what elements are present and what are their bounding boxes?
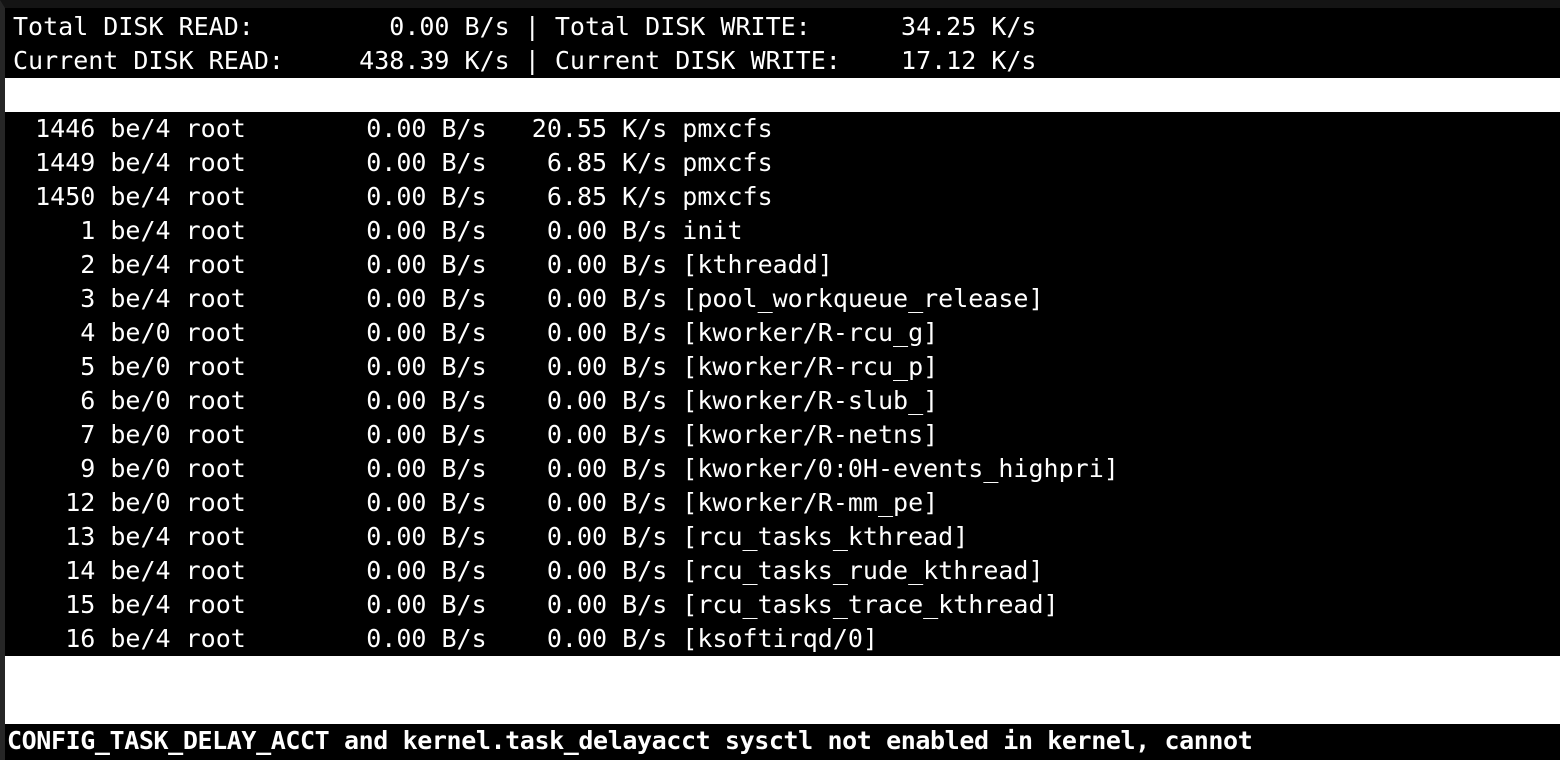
table-row[interactable]: 6 be/0 root 0.00 B/s 0.00 B/s [kworker/R… [5,386,939,415]
footer-sort-key-r[interactable]: r [200,726,216,755]
footer-sort-action-tid: : TID [875,726,981,755]
table-row[interactable]: 2 be/4 root 0.00 B/s 0.00 B/s [kthreadd] [5,250,833,279]
table-row[interactable]: 1450 be/4 root 0.00 B/s 6.85 K/s pmxcfs [5,182,773,211]
footer-sort-action-read: : DISK READ [380,726,576,755]
table-row[interactable]: 3 be/4 root 0.00 B/s 0.00 B/s [pool_work… [5,284,1044,313]
table-row[interactable]: 12 be/0 root 0.00 B/s 0.00 B/s [kworker/… [5,488,939,517]
footer-sort-action-asc: : asc [215,726,321,755]
table-row[interactable]: 14 be/4 root 0.00 B/s 0.00 B/s [rcu_task… [5,556,1044,585]
footer-sort-key-end[interactable]: end [980,726,1026,755]
footer-sort-action-end-cmd: : COMMAND [1025,726,1161,755]
table-row[interactable]: 1449 be/4 root 0.00 B/s 6.85 K/s pmxcfs [5,148,773,177]
footer-sort-line[interactable]: sort: r: asc left: DISK READ right: COMM… [5,690,1560,755]
header-column-command: COMMAND [755,114,921,143]
table-row[interactable]: 1446 be/4 root 0.00 B/s 20.55 K/s pmxcfs [5,114,773,143]
table-row[interactable]: 15 be/4 root 0.00 B/s 0.00 B/s [rcu_task… [5,590,1059,619]
table-row[interactable]: 5 be/0 root 0.00 B/s 0.00 B/s [kworker/R… [5,352,939,381]
header-column-disk-write-sorted[interactable]: DISK WRITE> [590,114,756,143]
summary-line-total: Total DISK READ: 0.00 B/s | Total DISK W… [13,12,1037,41]
footer-sort-key-home[interactable]: home [815,726,876,755]
table-row[interactable]: 4 be/0 root 0.00 B/s 0.00 B/s [kworker/R… [5,318,939,347]
table-row[interactable]: 16 be/4 root 0.00 B/s 0.00 B/s [ksoftirq… [5,624,878,653]
header-columns-left: TID PRIO USER DISK READ [65,114,591,143]
footer-sort-key-right[interactable]: right [575,726,651,755]
summary-line-current: Current DISK READ: 438.39 K/s | Current … [13,46,1037,75]
footer-sort-key-left[interactable]: left [320,726,381,755]
table-row[interactable]: 7 be/0 root 0.00 B/s 0.00 B/s [kworker/R… [5,420,939,449]
footer-sort-label: sort: [65,726,201,755]
footer-sort-action-command: : COMMAND [650,726,816,755]
table-column-header[interactable]: TID PRIO USER DISK READ DISK WRITE> COMM… [5,78,1560,143]
status-warning-message: CONFIG_TASK_DELAY_ACCT and kernel.task_d… [7,726,1253,755]
table-row[interactable]: 9 be/0 root 0.00 B/s 0.00 B/s [kworker/0… [5,454,1119,483]
table-row[interactable]: 1 be/4 root 0.00 B/s 0.00 B/s init [5,216,743,245]
footer-keys-line[interactable]: keys: any: refresh q: quit i: ionice o: … [5,656,1560,721]
table-row[interactable]: 13 be/4 root 0.00 B/s 0.00 B/s [rcu_task… [5,522,969,551]
